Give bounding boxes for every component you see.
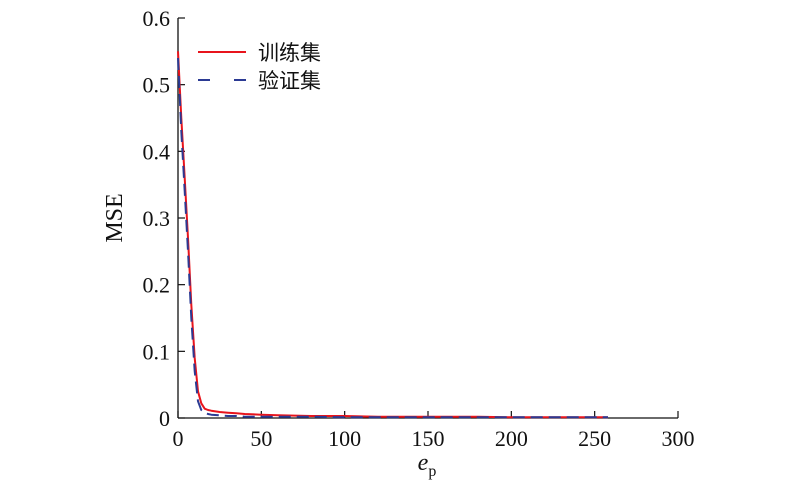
legend-label: 验证集 [258,69,321,93]
y-tick-label: 0.2 [143,273,171,298]
y-axis-ticks: 0 0.1 0.2 0.3 0.4 0.5 0.6 [143,6,185,431]
x-axis-title: ep [418,450,437,480]
y-tick-label: 0 [159,406,170,431]
x-tick-label: 150 [412,426,445,451]
legend-label: 训练集 [258,41,321,65]
x-tick-label: 100 [328,426,361,451]
x-tick-label: 50 [250,426,272,451]
x-tick-label: 200 [495,426,528,451]
series-layer [177,51,608,419]
x-axis-ticks: 0 50 100 150 200 250 300 [173,411,695,451]
series-line-validation [177,57,608,419]
y-tick-label: 0.5 [143,73,171,98]
x-tick-label: 250 [578,426,611,451]
axes [177,18,678,419]
series-line-train [177,51,608,419]
x-tick-label: 300 [662,426,695,451]
y-tick-label: 0.6 [143,6,171,31]
y-axis-title: MSE [102,193,128,242]
x-axis-title-subscript: p [428,463,436,480]
y-tick-label: 0.3 [143,206,171,231]
y-tick-label: 0.1 [143,339,171,364]
x-axis-title-main: e [418,450,429,476]
y-tick-label: 0.4 [143,139,171,164]
x-tick-label: 0 [173,426,184,451]
